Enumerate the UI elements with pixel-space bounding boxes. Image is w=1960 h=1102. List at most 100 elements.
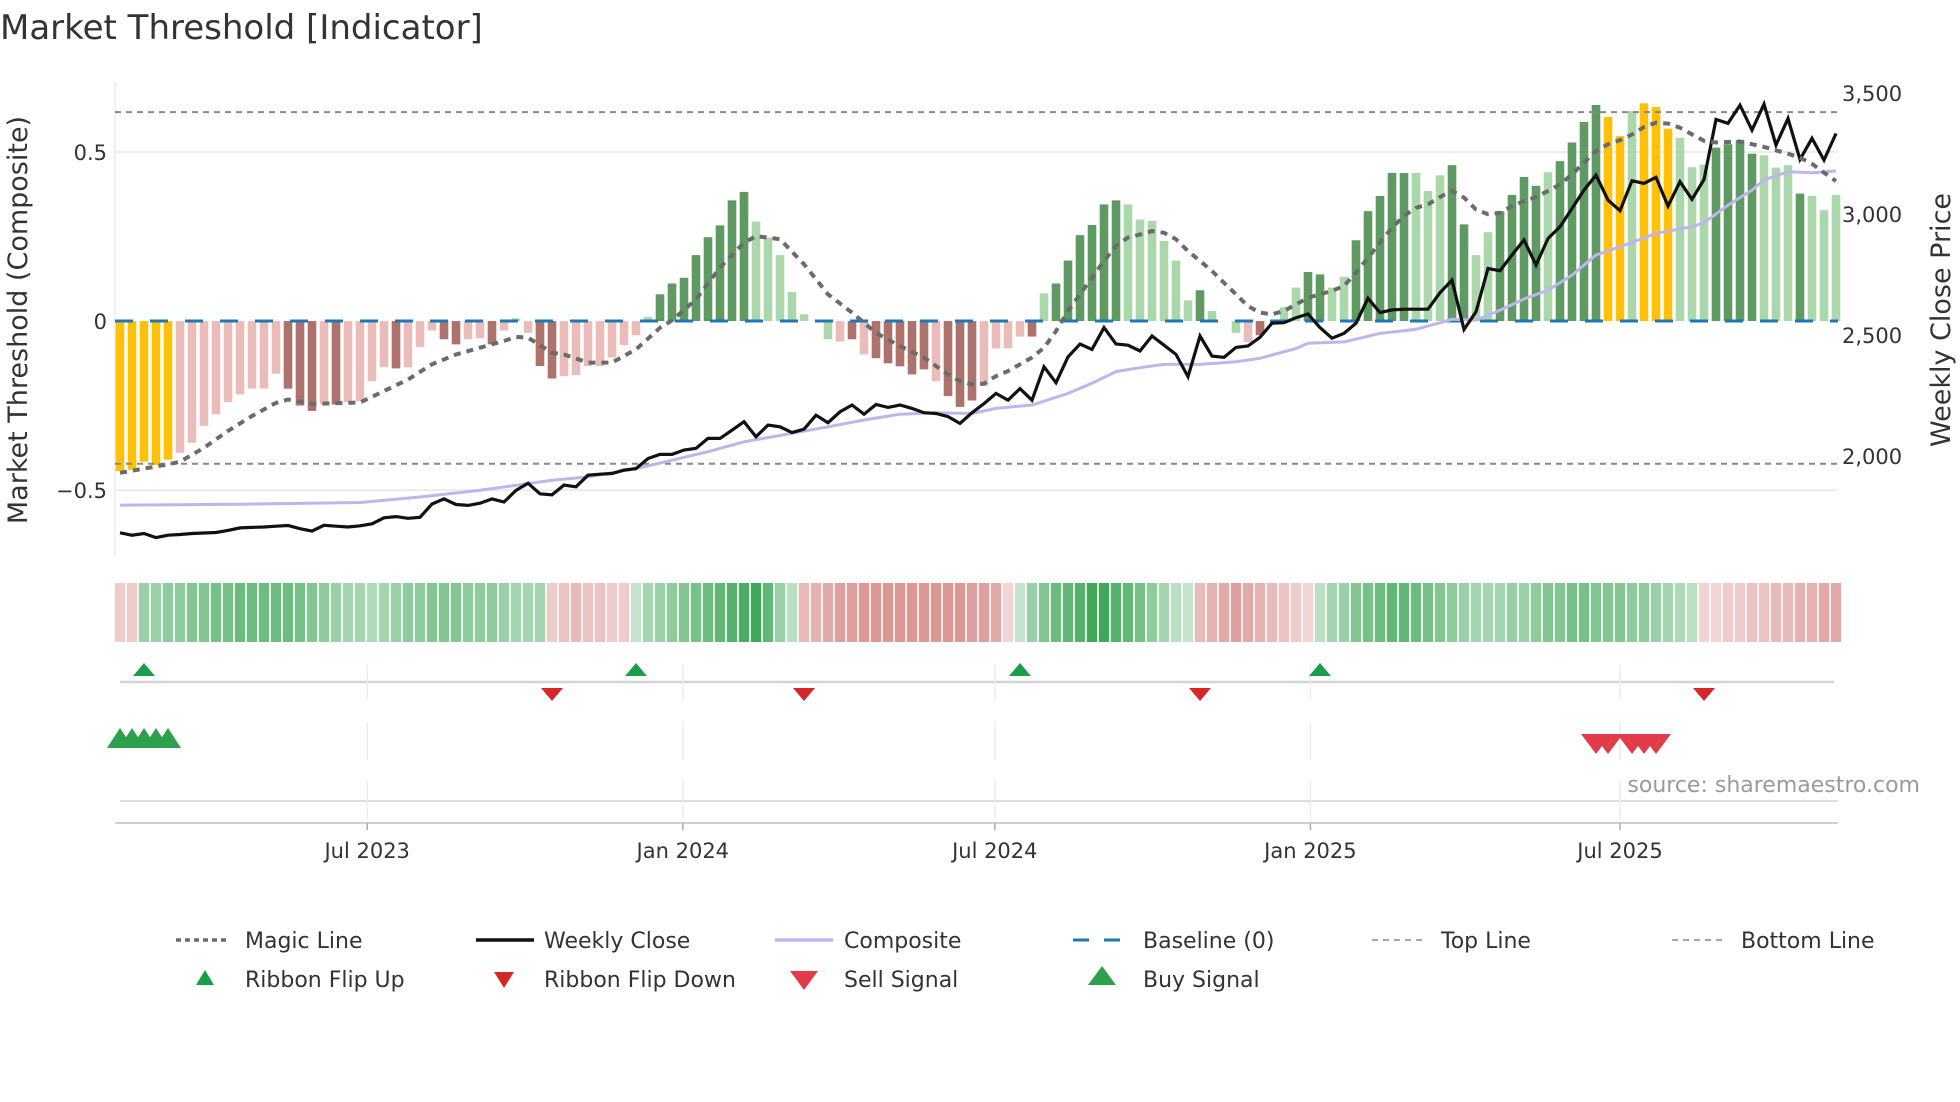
ribbon-cell xyxy=(1794,583,1806,642)
ribbon-cell xyxy=(354,583,366,642)
ribbon-cell xyxy=(774,583,786,642)
ribbon-cell xyxy=(978,583,990,642)
ribbon-cell xyxy=(318,583,330,642)
composite-bar xyxy=(1615,136,1625,322)
composite-bar xyxy=(775,255,785,322)
ribbon-cell xyxy=(1218,583,1230,642)
x-tick-label: Jul 2025 xyxy=(1575,839,1662,863)
composite-bar xyxy=(415,321,425,348)
legend-label: Buy Signal xyxy=(1143,968,1260,993)
composite-bar xyxy=(1279,307,1289,322)
ribbon-cell xyxy=(174,583,186,642)
ribbon-cell xyxy=(1398,583,1410,642)
ribbon-cell xyxy=(1278,583,1290,642)
y-axis-label-left: Market Threshold (Composite) xyxy=(3,116,34,524)
composite-bar xyxy=(175,321,185,453)
composite-bar xyxy=(1363,211,1373,322)
composite-bar xyxy=(547,321,557,379)
ribbon-cell xyxy=(798,583,810,642)
ribbon-cell xyxy=(498,583,510,642)
composite-bar xyxy=(919,321,929,370)
ribbon-cell xyxy=(1806,583,1818,642)
x-tick-label: Jul 2024 xyxy=(950,839,1037,863)
composite-bar xyxy=(1519,177,1529,322)
y-axis-label-right: Weekly Close Price xyxy=(1926,193,1957,447)
ribbon-cell xyxy=(1446,583,1458,642)
ribbon-cell xyxy=(402,583,414,642)
composite-bar xyxy=(199,321,209,426)
composite-bar xyxy=(1543,172,1553,322)
composite-bar xyxy=(1003,321,1013,349)
ribbon-cell xyxy=(1122,583,1134,642)
ribbon-cell xyxy=(258,583,270,642)
ribbon-cell xyxy=(390,583,402,642)
composite-bar xyxy=(655,294,665,322)
y-tick-label-left: −0.5 xyxy=(56,479,107,503)
y-tick-label-left: 0.5 xyxy=(74,141,107,165)
ribbon-cell xyxy=(1230,583,1242,642)
composite-bar xyxy=(331,321,341,405)
sell-signal-marker xyxy=(1641,734,1671,754)
composite-bar xyxy=(247,321,257,389)
y-tick-label-right: 3,000 xyxy=(1842,203,1902,227)
composite-bar xyxy=(1651,107,1661,322)
ribbon-cell xyxy=(570,583,582,642)
composite-bar xyxy=(1027,321,1037,337)
ribbon-cell xyxy=(762,583,774,642)
ribbon-cell xyxy=(1290,583,1302,642)
composite-bar xyxy=(1759,155,1769,322)
ribbon-cell xyxy=(462,583,474,642)
ribbon-cell xyxy=(450,583,462,642)
composite-bar xyxy=(1399,172,1409,322)
ribbon-flip-down-marker xyxy=(793,688,815,701)
ribbon-cell xyxy=(1734,583,1746,642)
chart-title: Market Threshold [Indicator] xyxy=(0,8,483,48)
composite-bar xyxy=(283,321,293,389)
composite-bar xyxy=(1711,147,1721,322)
composite-bar xyxy=(1291,287,1301,322)
composite-bar xyxy=(1195,290,1205,322)
composite-bar xyxy=(1159,240,1169,322)
legend-label: Sell Signal xyxy=(844,968,958,993)
composite-bar xyxy=(1171,260,1181,322)
ribbon-cell xyxy=(1266,583,1278,642)
ribbon-cell xyxy=(1830,583,1842,642)
legend-label: Top Line xyxy=(1440,929,1531,954)
composite-bar xyxy=(871,321,881,359)
legend-label: Composite xyxy=(844,929,961,954)
ribbon-cell xyxy=(1350,583,1362,642)
ribbon-cell xyxy=(942,583,954,642)
composite-bar xyxy=(679,277,689,322)
composite-line xyxy=(119,169,1837,507)
composite-bar xyxy=(931,321,941,382)
composite-bar xyxy=(751,221,761,322)
x-tick-label: Jan 2025 xyxy=(1262,839,1357,863)
y-tick-label-right: 3,500 xyxy=(1842,82,1902,106)
composite-bar xyxy=(439,321,449,340)
legend-label: Bottom Line xyxy=(1741,929,1875,954)
legend-label: Ribbon Flip Down xyxy=(544,968,736,993)
ribbon-flip-up-marker xyxy=(625,663,647,676)
ribbon-cell xyxy=(378,583,390,642)
ribbon-cell xyxy=(270,583,282,642)
ribbon-cell xyxy=(1074,583,1086,642)
composite-bar xyxy=(571,321,581,376)
composite-bar xyxy=(151,321,161,466)
legend-label: Magic Line xyxy=(245,929,362,954)
ribbon-cell xyxy=(414,583,426,642)
x-axis: Jul 2023 Jan 2024 Jul 2024 Jan 2025 Jul 2025 xyxy=(115,822,1838,863)
composite-bar xyxy=(1591,105,1601,322)
composite-bar xyxy=(1099,204,1109,322)
composite-bar xyxy=(1735,140,1745,322)
ribbon-cell xyxy=(1050,583,1062,642)
sell-signal-marker xyxy=(1593,734,1623,754)
ribbon-cell xyxy=(1602,583,1614,642)
composite-bar xyxy=(355,321,365,402)
composite-bar xyxy=(535,321,545,366)
composite-bar xyxy=(163,321,173,460)
ribbon-cell xyxy=(858,583,870,642)
composite-bar xyxy=(1471,255,1481,322)
ribbon-cell xyxy=(1086,583,1098,642)
ribbon-cell xyxy=(846,583,858,642)
ribbon-flip-up-marker xyxy=(133,663,155,676)
